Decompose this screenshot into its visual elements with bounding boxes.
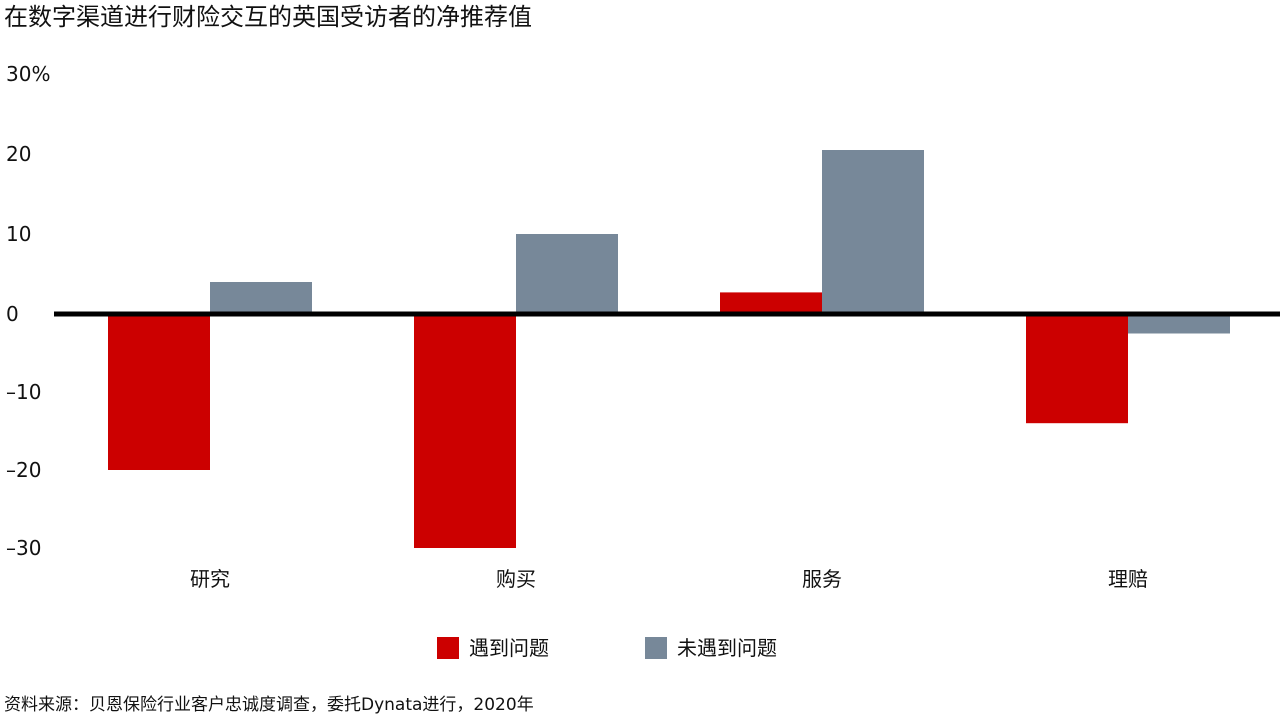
y-tick-label: –10 [6, 380, 41, 404]
source-note: 资料来源：贝恩保险行业客户忠诚度调查，委托Dynata进行，2020年 [4, 695, 534, 715]
legend-label-problem: 遇到问题 [469, 636, 549, 660]
bar-no-problem-2 [516, 234, 618, 314]
legend-swatch-problem [437, 637, 459, 659]
bar-problem-2 [414, 314, 516, 548]
legend-item-no-problem: 未遇到问题 [645, 636, 777, 660]
chart-title: 在数字渠道进行财险交互的英国受访者的净推荐值 [4, 3, 532, 31]
legend: 遇到问题 未遇到问题 [437, 636, 873, 660]
bar-no-problem-4 [1128, 314, 1230, 334]
y-tick-label: –20 [6, 458, 41, 482]
bar-problem-3 [720, 292, 822, 314]
x-axis: 研究 购买 服务 理赔 [190, 567, 1148, 591]
x-tick-label: 服务 [802, 567, 842, 591]
legend-label-no-problem: 未遇到问题 [677, 636, 777, 660]
bars [108, 150, 1230, 548]
bar-problem-1 [108, 314, 210, 470]
bar-no-problem-3 [822, 150, 924, 314]
bar-problem-4 [1026, 314, 1128, 424]
x-tick-label: 研究 [190, 567, 230, 591]
x-tick-label: 理赔 [1108, 567, 1148, 591]
y-tick-label: 30% [6, 62, 50, 86]
bar-no-problem-1 [210, 282, 312, 314]
legend-item-problem: 遇到问题 [437, 636, 549, 660]
x-tick-label: 购买 [496, 567, 536, 591]
y-tick-label: 20 [6, 142, 31, 166]
y-tick-label: 0 [6, 302, 19, 326]
y-tick-label: 10 [6, 222, 31, 246]
y-tick-label: –30 [6, 536, 41, 560]
legend-swatch-no-problem [645, 637, 667, 659]
y-axis: 30% 20 10 0 –10 –20 –30 [6, 62, 50, 560]
